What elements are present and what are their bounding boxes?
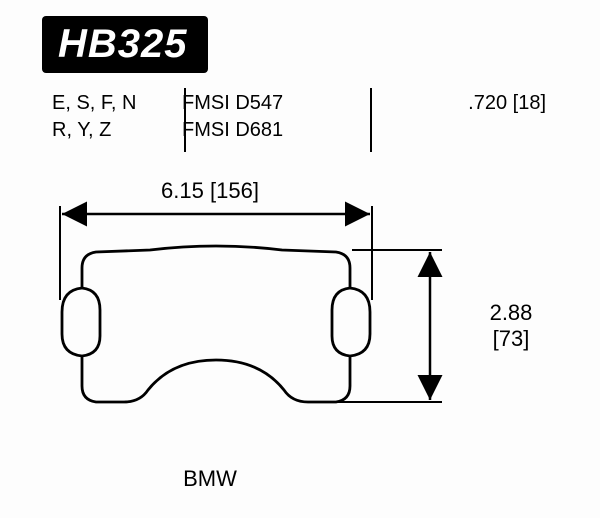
diagram-area: 6.15 [156] 2.88 [73] [0,170,600,470]
compounds-line1: E, S, F, N [52,90,182,117]
thickness-column: .720 [18] [362,90,554,144]
thickness-value: .720 [18] [362,90,546,117]
divider-1 [184,88,186,152]
compounds-column: E, S, F, N R, Y, Z [52,90,182,144]
brand-label: BMW [0,466,420,492]
pad-outline [62,246,370,402]
compounds-line2: R, Y, Z [52,117,182,144]
fmsi-line2: FMSI D681 [182,117,362,144]
part-number: HB325 [58,22,188,66]
fmsi-column: FMSI D547 FMSI D681 [182,90,362,144]
part-number-box: HB325 [42,16,208,73]
spec-sheet: HB325 E, S, F, N R, Y, Z FMSI D547 FMSI … [0,0,600,518]
diagram-svg [0,170,600,470]
divider-2 [370,88,372,152]
fmsi-line1: FMSI D547 [182,90,362,117]
spec-row: E, S, F, N R, Y, Z FMSI D547 FMSI D681 .… [52,90,554,144]
